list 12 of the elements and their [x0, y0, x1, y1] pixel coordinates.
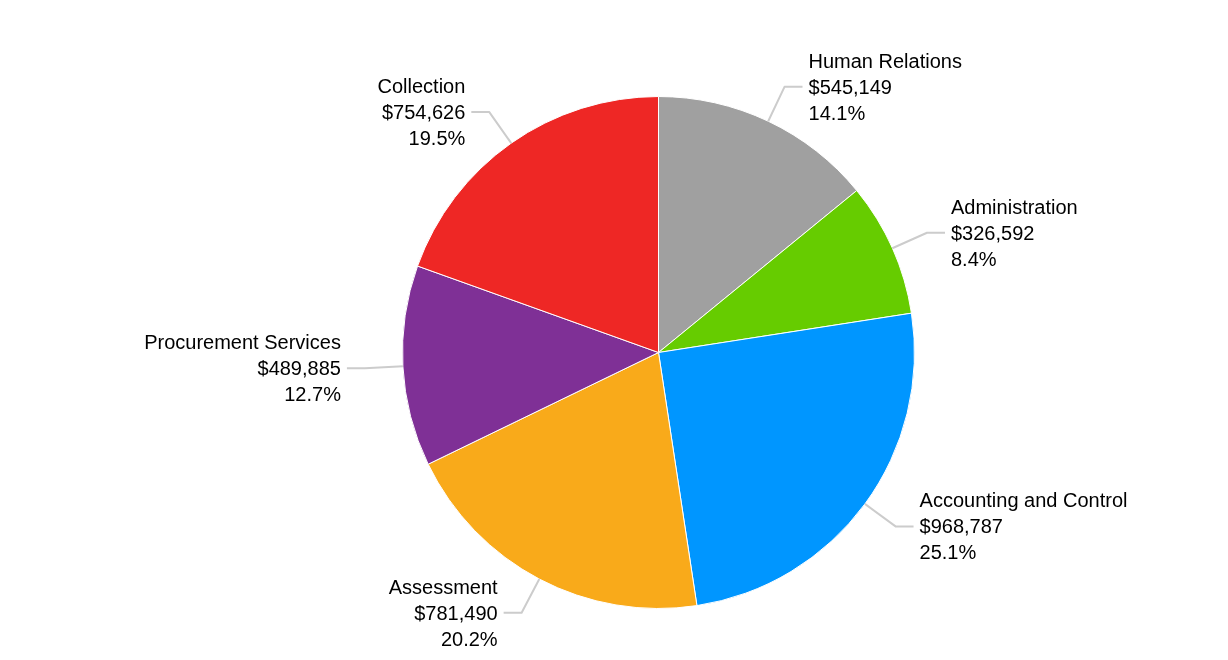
data-label: $968,787 25.1%: [919, 515, 1003, 564]
data-label: $489,885 12.7%: [257, 357, 342, 406]
slice-label: Human Relations: [808, 49, 962, 72]
slice-label: Collection: [377, 75, 466, 98]
slice-label: Assessment: [388, 575, 499, 598]
slice-label: Procurement Services: [144, 331, 341, 354]
data-label: $545,149 14.1%: [808, 75, 892, 124]
slice-label: Administration: [951, 195, 1078, 218]
data-label: $326,592 8.4%: [951, 221, 1035, 270]
data-label: $781,490 20.2%: [414, 601, 498, 650]
slice-label: Accounting and Control: [919, 489, 1128, 512]
data-label: $754,626 19.5%: [381, 101, 466, 150]
